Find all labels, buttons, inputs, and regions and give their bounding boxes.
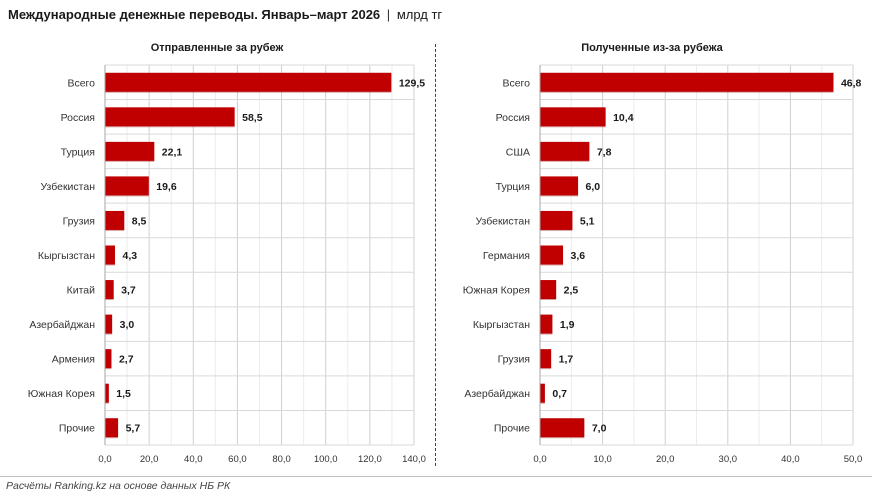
bar (540, 176, 579, 196)
category-label: Азербайджан (29, 319, 95, 331)
value-label: 5,1 (580, 215, 595, 227)
category-label: Армения (52, 354, 95, 366)
category-label: Прочие (59, 423, 95, 435)
category-label: Кыргызстан (473, 319, 530, 331)
value-label: 3,6 (571, 250, 586, 262)
footnote-rule (0, 476, 872, 477)
x-tick-label: 80,0 (272, 454, 291, 465)
x-tick-label: 20,0 (140, 454, 159, 465)
panel-divider (435, 44, 436, 466)
category-label: Южная Корея (463, 285, 530, 297)
value-label: 46,8 (841, 77, 862, 89)
x-tick-label: 140,0 (402, 454, 426, 465)
x-tick-label: 40,0 (781, 454, 800, 465)
x-tick-label: 10,0 (593, 454, 612, 465)
x-tick-label: 0,0 (533, 454, 546, 465)
value-label: 10,4 (613, 112, 634, 124)
bar (540, 349, 552, 369)
value-label: 0,7 (552, 388, 567, 400)
bar (105, 72, 392, 92)
category-label: Россия (61, 112, 95, 124)
x-tick-label: 40,0 (184, 454, 203, 465)
bar (540, 314, 553, 334)
category-label: Грузия (498, 354, 530, 366)
value-label: 2,7 (119, 354, 134, 366)
bar (105, 314, 113, 334)
x-tick-label: 120,0 (358, 454, 382, 465)
bar (540, 383, 545, 403)
value-label: 4,3 (122, 250, 137, 262)
bar (540, 72, 834, 92)
x-tick-label: 50,0 (844, 454, 863, 465)
category-label: США (506, 146, 530, 158)
category-label: Турция (496, 181, 530, 193)
bar (540, 418, 585, 438)
left-chart-title: Отправленные за рубеж (151, 42, 284, 54)
bar (105, 280, 114, 300)
value-label: 6,0 (586, 181, 601, 193)
bar-charts: Отправленные за рубеж Полученные из-за р… (28, 42, 863, 465)
value-label: 1,5 (116, 388, 131, 400)
category-label: Россия (496, 112, 530, 124)
bar (540, 141, 590, 161)
left-chart-panel: Всего 129,5 Россия 58,5 Турция 22,1 Узбекистан… (28, 64, 426, 465)
category-label: Германия (483, 250, 530, 262)
bar (540, 210, 573, 230)
bar (105, 210, 125, 230)
category-label: Турция (61, 146, 95, 158)
x-tick-label: 60,0 (228, 454, 247, 465)
bar (105, 141, 155, 161)
bar (540, 280, 557, 300)
category-label: Азербайджан (464, 388, 530, 400)
chart-title-main: Международные денежные переводы. Январь–… (8, 7, 381, 22)
value-label: 8,5 (132, 215, 147, 227)
x-tick-label: 20,0 (656, 454, 675, 465)
value-label: 1,9 (560, 319, 575, 331)
value-label: 22,1 (162, 146, 183, 158)
category-label: Прочие (494, 423, 530, 435)
value-label: 2,5 (564, 285, 579, 297)
x-tick-label: 100,0 (314, 454, 338, 465)
bar (105, 349, 112, 369)
right-chart-title: Полученные из-за рубежа (581, 42, 723, 54)
category-label: Китай (67, 285, 96, 297)
bar (105, 176, 149, 196)
value-label: 1,7 (559, 354, 574, 366)
value-label: 129,5 (399, 77, 425, 89)
x-tick-label: 0,0 (98, 454, 111, 465)
category-label: Всего (67, 77, 95, 89)
value-label: 7,0 (592, 423, 607, 435)
category-label: Узбекистан (40, 181, 95, 193)
bar (105, 245, 115, 265)
value-label: 5,7 (126, 423, 141, 435)
chart-title-unit: млрд тг (396, 7, 443, 22)
chart-title: Международные денежные переводы. Январь–… (8, 7, 442, 22)
value-label: 58,5 (242, 112, 263, 124)
right-chart-panel: Всего 46,8 Россия 10,4 США 7,8 Турция 6,0 Узбеки… (463, 64, 863, 465)
value-label: 3,7 (121, 285, 136, 297)
chart-title-separator: | (386, 7, 391, 22)
category-label: Грузия (63, 215, 95, 227)
value-label: 3,0 (120, 319, 135, 331)
bar (105, 418, 119, 438)
footnote: Расчёты Ranking.kz на основе данных НБ Р… (6, 480, 231, 492)
bar (105, 107, 235, 127)
bar (540, 245, 564, 265)
value-label: 19,6 (156, 181, 177, 193)
category-label: Всего (502, 77, 530, 89)
bar (540, 107, 606, 127)
category-label: Южная Корея (28, 388, 95, 400)
bar (105, 383, 109, 403)
category-label: Узбекистан (475, 215, 530, 227)
x-tick-label: 30,0 (719, 454, 738, 465)
value-label: 7,8 (597, 146, 612, 158)
category-label: Кыргызстан (38, 250, 95, 262)
